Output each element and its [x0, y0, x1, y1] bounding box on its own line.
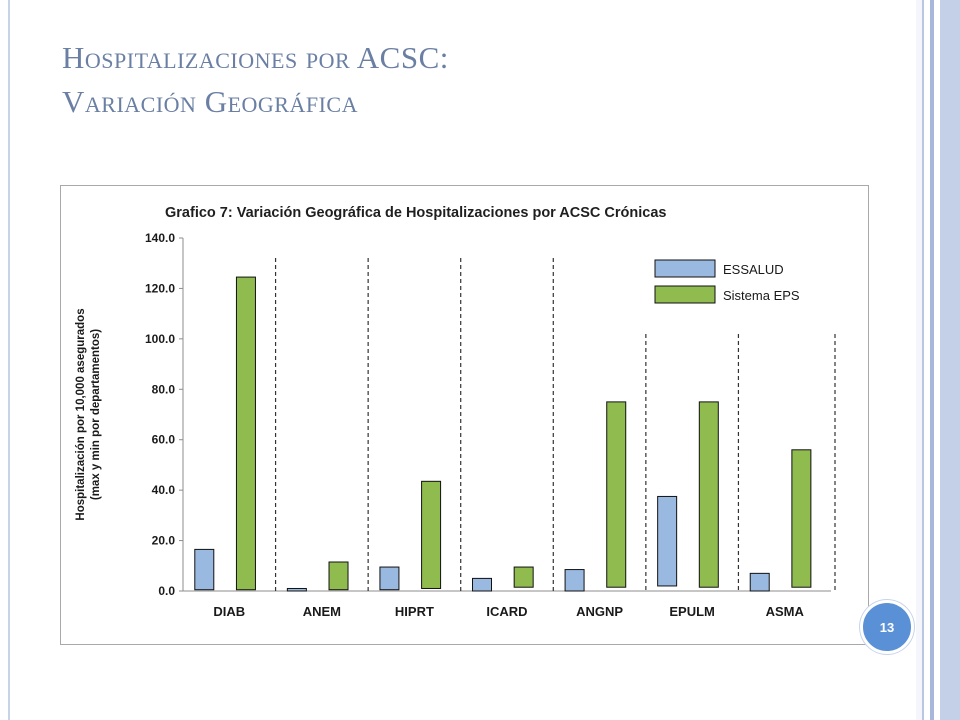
bar-essalud [472, 577, 493, 592]
bar-essalud [286, 587, 307, 592]
bar-essalud [657, 495, 678, 587]
category-label: ANGNP [576, 604, 623, 619]
bar-sistema-eps [606, 401, 627, 588]
category-label: DIAB [213, 604, 245, 619]
legend-swatch [654, 285, 716, 304]
y-tick-label: 20.0 [152, 534, 176, 548]
bar-essalud [194, 548, 215, 591]
legend-swatch [654, 259, 716, 278]
category-label: ANEM [303, 604, 341, 619]
bar-chart: Grafico 7: Variación Geográfica de Hospi… [75, 205, 836, 619]
category-separators [274, 258, 836, 591]
slide-title: Hospitalizaciones por ACSC: Variación Ge… [62, 36, 862, 124]
bar-sistema-eps [698, 401, 719, 588]
y-axis-label: Hospitalización por 10,000 asegurados (m… [75, 308, 102, 520]
legend-label: Sistema EPS [723, 288, 800, 303]
category-label: ICARD [486, 604, 527, 619]
category-label: ASMA [766, 604, 805, 619]
y-tick-label: 140.0 [145, 231, 175, 245]
legend: ESSALUD Sistema EPS [654, 259, 800, 304]
bar-essalud [564, 569, 585, 592]
chart-title: Grafico 7: Variación Geográfica de Hospi… [165, 205, 666, 221]
bar-sistema-eps [513, 566, 534, 588]
y-tick-label: 60.0 [152, 433, 176, 447]
slide-title-line1: Hospitalizaciones por ACSC: [62, 40, 449, 75]
page-number-badge: 13 [860, 600, 914, 654]
category-label: EPULM [669, 604, 715, 619]
slide-title-line2: Variación Geográfica [62, 84, 358, 119]
bar-essalud [749, 572, 770, 592]
y-axis-label-line2: (max y min por departamentos) [90, 329, 102, 500]
bar-sistema-eps [791, 449, 812, 588]
chart-frame: Grafico 7: Variación Geográfica de Hospi… [60, 185, 869, 645]
y-tick-label: 0.0 [158, 584, 175, 598]
bar-sistema-eps [328, 561, 349, 591]
y-tick-label: 40.0 [152, 483, 176, 497]
y-tick-label: 120.0 [145, 281, 175, 295]
category-label: HIPRT [395, 604, 434, 619]
slide-right-band [916, 0, 960, 720]
slide-left-rule [8, 0, 10, 720]
bar-sistema-eps [421, 480, 442, 589]
bar-essalud [379, 566, 400, 591]
y-axis-label-line1: Hospitalización por 10,000 asegurados [75, 308, 87, 520]
bar-sistema-eps [235, 276, 256, 591]
y-tick-label: 100.0 [145, 332, 175, 346]
bars [194, 276, 812, 592]
legend-label: ESSALUD [723, 262, 784, 277]
y-tick-label: 80.0 [152, 382, 176, 396]
category-labels: DIAB ANEM HIPRT ICARD ANGNP EPULM ASMA [213, 604, 804, 619]
